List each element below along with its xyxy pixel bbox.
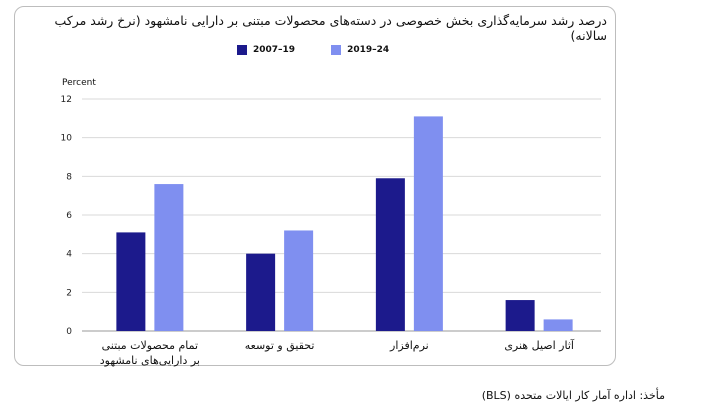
x-category-label-3: نرم‌افزار [344,338,474,353]
y-tick-label: 6 [66,211,72,221]
bar-series-1-category-2 [246,253,276,331]
x-category-label-2: تحقیق و توسعه [215,338,345,353]
y-tick-label: 0 [66,327,72,337]
x-category-label-line: آثار اصیل هنری [504,339,574,352]
x-category-label-line: تحقیق و توسعه [244,339,315,352]
legend: 2007–19 2019–24 [237,45,389,55]
y-tick-label: 10 [61,134,73,144]
bar-series-2-category-4 [543,319,573,331]
legend-label-series-2: 2019–24 [347,45,390,55]
x-category-label-line: بر دارایی‌های نامشهود [99,354,200,367]
bar-series-2-category-2 [284,230,314,331]
bar-series-1-category-1 [116,232,146,331]
x-category-label-1: تمام محصولات مبتنی بر دارایی‌های نامشهود [85,338,215,368]
source-note: مأخذ: اداره آمار کار ایالات متحده (BLS) [481,389,665,402]
x-category-label-4: آثار اصیل هنری [474,338,604,353]
bar-series-1-category-4 [505,300,535,331]
legend-swatch-series-2 [331,45,342,55]
bar-series-1-category-3 [375,178,405,331]
y-tick-label: 12 [61,95,72,105]
y-tick-label: 2 [66,288,72,298]
y-tick-label: 4 [66,250,72,260]
x-category-label-line: نرم‌افزار [390,339,429,352]
legend-item-series-1: 2007–19 [237,45,295,55]
bar-series-2-category-3 [413,116,443,332]
legend-label-series-1: 2007–19 [253,45,296,55]
legend-item-series-2: 2019–24 [331,45,389,55]
chart-title: درصد رشد سرمایه‌گذاری بخش خصوصی در دسته‌… [54,13,607,43]
legend-swatch-series-1 [237,45,247,55]
bar-series-2-category-1 [154,184,184,331]
x-category-label-line: تمام محصولات مبتنی [101,339,199,352]
y-tick-label: 8 [66,172,72,182]
y-axis-label: Percent [62,78,96,88]
chart-card: درصد رشد سرمایه‌گذاری بخش خصوصی در دسته‌… [14,6,616,368]
bar-chart-plot: 0 2 4 6 8 10 12 [61,95,601,337]
